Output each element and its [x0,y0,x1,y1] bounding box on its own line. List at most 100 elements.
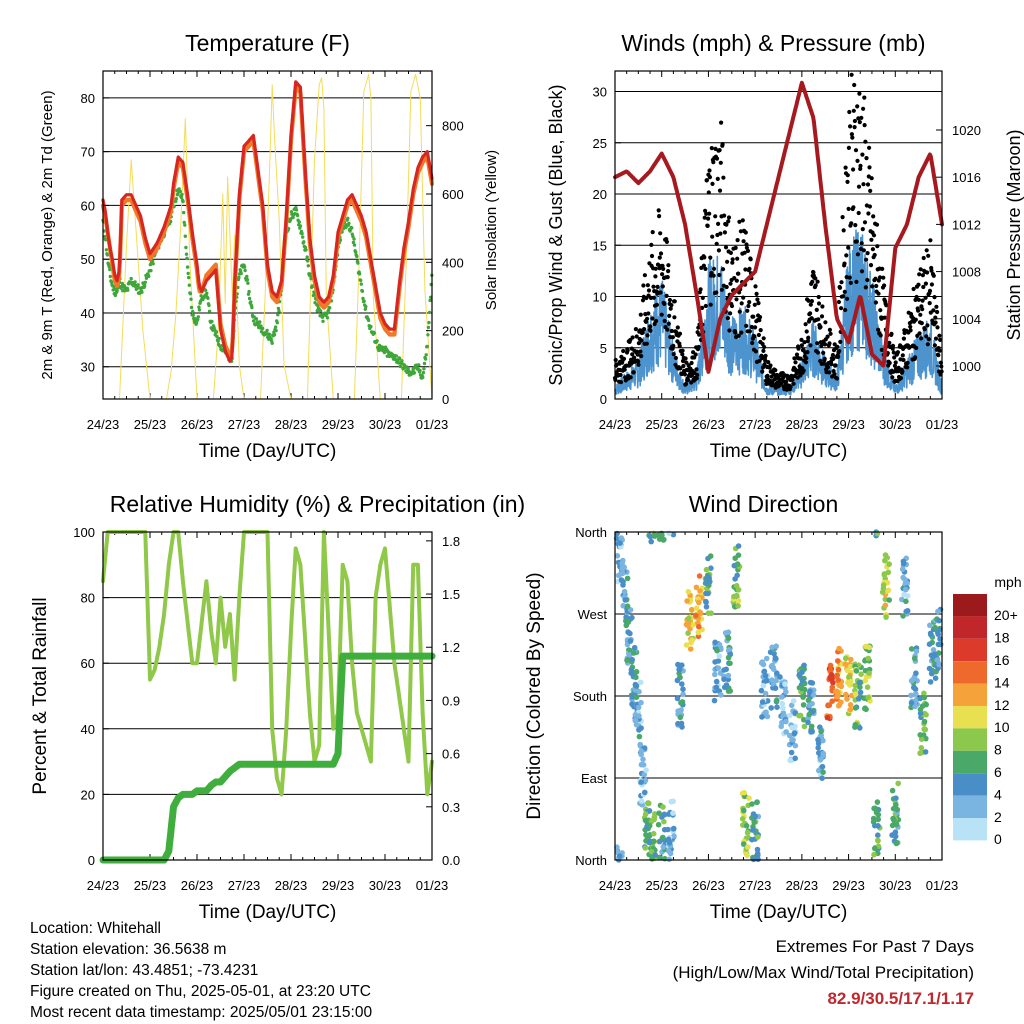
dewpoint-point [362,299,366,303]
direction-point [688,639,694,646]
direction-point [659,814,665,820]
gust-point [726,215,732,220]
gust-point [760,369,765,374]
direction-point [635,704,642,711]
gust-point [625,348,630,353]
x-tick-label: 27/23 [228,417,261,432]
direction-point [857,725,863,731]
dewpoint-point [302,240,306,244]
gust-point [866,211,871,216]
direction-point [830,679,836,686]
gust-point [862,123,867,128]
direction-point [633,674,639,681]
direction-point [680,686,686,692]
gust-point [842,289,847,294]
gust-point [745,248,751,253]
direction-point [725,635,732,641]
direction-point [799,685,805,692]
gust-point [845,296,850,301]
direction-point [921,726,928,732]
gust-point [701,263,707,268]
gust-point [757,315,763,320]
direction-point [846,674,852,681]
direction-point [926,641,933,647]
direction-point [913,691,919,697]
direction-point [842,655,849,662]
direction-point [856,679,863,686]
direction-point [660,834,666,841]
gust-point [840,215,845,220]
gust-point [827,341,832,346]
direction-point [904,608,911,614]
direction-point [856,696,862,702]
gust-point [658,251,664,256]
dewpoint-point [151,262,155,266]
direction-point [773,698,780,704]
gust-point [901,357,906,363]
gust-point [650,316,655,321]
gust-point [856,210,861,216]
dewpoint-point [304,248,308,252]
gust-point [683,356,688,361]
direction-point [908,678,915,684]
y-tick-label: 100 [73,525,95,540]
gust-point [802,340,807,345]
gust-point [937,348,942,353]
gust-point [825,334,830,339]
x-tick-label: 25/23 [645,417,678,432]
gust-point [846,145,852,150]
dewpoint-point [295,213,300,218]
gust-point [719,120,724,125]
gust-point [618,380,624,385]
colorbar-label: 16 [994,652,1010,668]
gust-point [694,376,699,381]
direction-point [754,799,760,805]
dewpoint-point [351,240,356,245]
solar-line [102,73,433,400]
gust-point [724,284,729,290]
direction-point [741,807,747,814]
gust-point [865,182,871,187]
direction-point [650,830,657,837]
gust-point [729,303,735,309]
direction-point [677,714,684,721]
gust-point [872,252,877,258]
gust-point [822,342,828,347]
gust-point [751,314,756,319]
x-tick-label: 01/23 [926,417,959,432]
dewpoint-point [400,359,404,363]
dewpoint-point [276,313,280,317]
y-tick-label: 25 [593,136,607,151]
direction-point [713,684,720,691]
y-tick-label: 40 [81,722,95,737]
wind-line [614,229,943,397]
direction-point [707,578,713,585]
gust-point [694,367,699,372]
direction-point [735,603,741,609]
gust-point [696,344,701,350]
dewpoint-point [136,283,140,287]
direction-point [629,701,635,707]
direction-point [779,700,786,707]
direction-point [912,703,918,710]
latlon-text: Station lat/lon: 43.4851; -73.4231 [30,962,259,979]
gust-point [650,230,655,235]
direction-point [679,681,685,687]
gust-point [680,352,685,357]
gust-point [646,311,651,316]
y2-tick-label: 0.9 [442,693,460,708]
gust-point [682,372,688,377]
gust-point [649,242,654,247]
gust-point [666,321,671,326]
gust-point [632,355,637,360]
direction-point [764,677,770,684]
direction-point [805,719,811,726]
gust-point [666,263,671,268]
dewpoint-point [375,339,379,343]
gust-point [864,257,869,262]
direction-point [825,702,831,709]
gust-point [664,293,669,298]
x-axis-label: Time (Day/UTC) [199,441,337,462]
gust-point [730,260,735,265]
gust-point [791,381,796,386]
